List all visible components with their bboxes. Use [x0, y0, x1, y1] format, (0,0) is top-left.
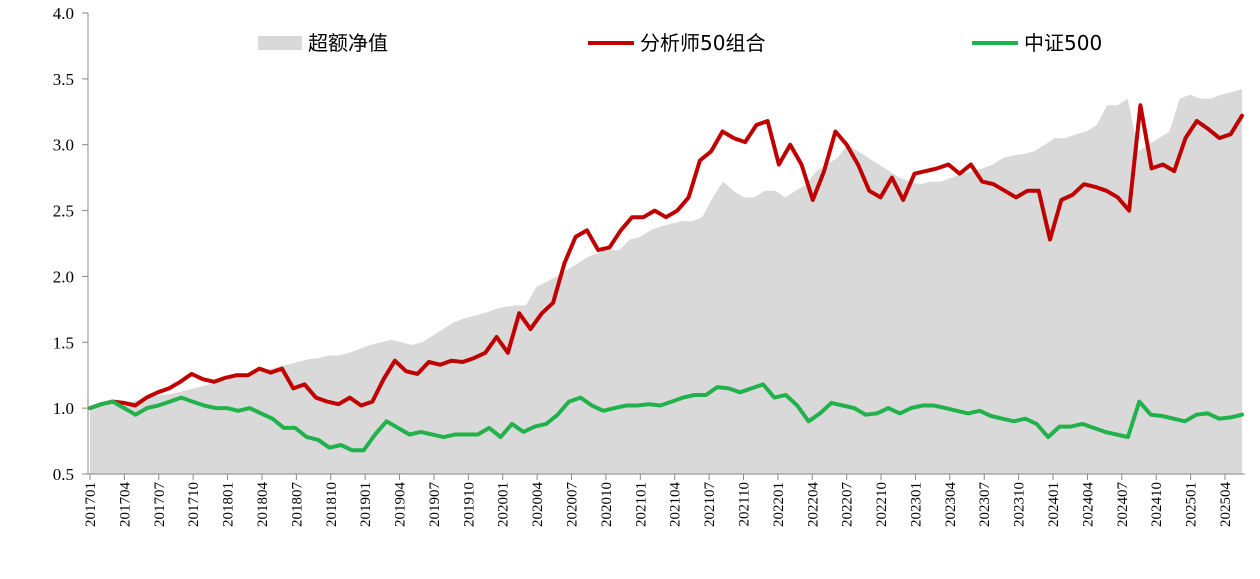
x-tick-label: 202310	[1012, 482, 1028, 527]
line-series-analyst50	[88, 103, 1244, 411]
x-tick-label: 201904	[393, 482, 409, 528]
x-tick-label: 201704	[117, 482, 133, 528]
x-tick-label: 202001	[496, 482, 512, 527]
x-tick-label: 202404	[1080, 482, 1096, 528]
x-tick-label: 202010	[599, 482, 615, 527]
x-tick-label: 202004	[530, 482, 546, 528]
x-tick-label: 202007	[565, 482, 581, 528]
area-series-excess-nav	[90, 89, 1242, 475]
x-tick-label: 202401	[1046, 482, 1062, 527]
legend-label: 超额净值	[308, 31, 388, 55]
x-tick-label: 202407	[1115, 482, 1131, 528]
y-tick-label: 4.0	[53, 4, 74, 23]
x-tick-label: 202107	[702, 482, 718, 528]
legend-swatch-area	[258, 36, 302, 50]
y-tick-label: 1.5	[53, 333, 74, 352]
legend-label: 中证500	[1024, 31, 1102, 55]
y-tick-label: 1.0	[53, 399, 74, 418]
area-series-layer	[90, 89, 1242, 475]
x-tick-label: 202304	[943, 482, 959, 528]
x-tick-label: 201901	[358, 482, 374, 527]
x-tick-label: 201710	[186, 482, 202, 527]
x-tick-label: 202307	[977, 482, 993, 528]
legend: 超额净值 分析师50组合 中证500	[258, 31, 1102, 55]
y-tick-label: 3.5	[53, 70, 74, 89]
x-tick-label: 201907	[427, 482, 443, 528]
x-tick-label: 201807	[289, 482, 305, 528]
x-tick-label: 201810	[324, 482, 340, 527]
x-tick-label: 201707	[152, 482, 168, 528]
legend-label: 分析师50组合	[640, 31, 765, 55]
y-tick-label: 2.0	[53, 267, 74, 286]
y-tick-label: 3.0	[53, 136, 74, 155]
x-tick-label: 201910	[461, 482, 477, 527]
y-tick-label: 0.5	[53, 465, 74, 484]
x-tick-label: 201701	[83, 482, 99, 527]
x-tick-label: 202301	[908, 482, 924, 527]
x-tick-label: 202504	[1218, 482, 1234, 528]
x-tick-label: 202101	[633, 482, 649, 527]
x-tick-label: 202210	[874, 482, 890, 527]
x-tick-label: 202410	[1149, 482, 1165, 527]
x-tick-label: 201801	[221, 482, 237, 527]
y-tick-label: 2.5	[53, 202, 74, 221]
line-series-csi500	[88, 382, 1244, 453]
x-tick-label: 202204	[805, 482, 821, 528]
axes: 0.5 1.0 1.5 2.0 2.5 3.0 3.5 4.0 201701 201704 2017…	[53, 4, 1245, 527]
x-tick-label: 202110	[736, 482, 752, 526]
x-tick-label: 202207	[840, 482, 856, 528]
x-tick-label: 202104	[668, 482, 684, 528]
x-tick-label: 202501	[1184, 482, 1200, 527]
line-series-layer	[88, 103, 1244, 453]
x-tick-label: 202201	[771, 482, 787, 527]
x-tick-label: 201804	[255, 482, 271, 528]
